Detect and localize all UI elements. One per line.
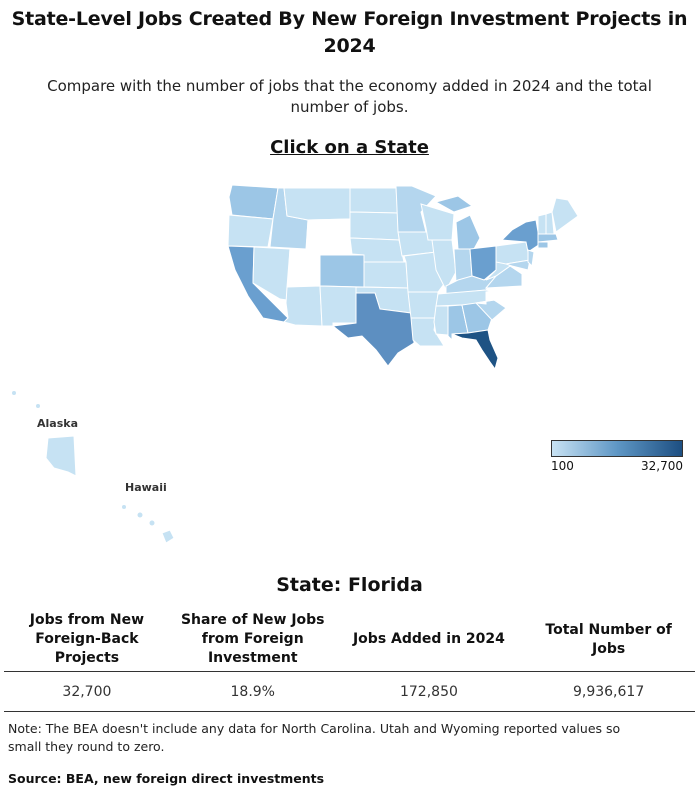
- value-total-jobs: 9,936,617: [522, 671, 695, 712]
- alaska-island: [36, 404, 40, 408]
- state-new-hampshire[interactable]: [545, 211, 555, 235]
- header-jobs-added: Jobs Added in 2024: [335, 608, 523, 672]
- state-wyoming[interactable]: [305, 218, 353, 256]
- alaska-island: [12, 391, 16, 395]
- state-montana[interactable]: [283, 187, 351, 221]
- state-arizona[interactable]: [283, 285, 323, 327]
- state-north-carolina[interactable]: [475, 285, 523, 307]
- state-north-dakota[interactable]: [349, 187, 399, 214]
- alaska-label: Alaska: [37, 417, 78, 430]
- hawaii-island: [137, 512, 143, 518]
- state-ohio[interactable]: [469, 245, 497, 281]
- state-connecticut[interactable]: [537, 241, 549, 249]
- state-michigan[interactable]: [455, 214, 481, 250]
- click-on-state-link[interactable]: Click on a State: [270, 137, 429, 158]
- color-legend: 100 32,700: [551, 440, 683, 473]
- state-mississippi[interactable]: [433, 305, 449, 336]
- state-alaska[interactable]: [45, 435, 77, 477]
- state-maine[interactable]: [551, 197, 579, 233]
- state-illinois[interactable]: [431, 239, 457, 292]
- state-arkansas[interactable]: [407, 291, 439, 319]
- header-foreign-jobs: Jobs from New Foreign-Back Projects: [4, 608, 170, 672]
- table-row: 32,700 18.9% 172,850 9,936,617: [4, 671, 695, 712]
- state-washington[interactable]: [228, 184, 279, 220]
- state-hawaii[interactable]: [161, 529, 175, 544]
- state-florida[interactable]: [451, 329, 499, 371]
- state-new-jersey[interactable]: [527, 249, 535, 268]
- header-total-jobs: Total Number of Jobs: [522, 608, 695, 672]
- state-colorado[interactable]: [319, 254, 365, 288]
- state-massachusetts[interactable]: [537, 233, 559, 243]
- hawaii-label: Hawaii: [125, 481, 167, 494]
- value-foreign-jobs: 32,700: [4, 671, 170, 712]
- state-michigan-upper[interactable]: [434, 195, 474, 213]
- source-line: Source: BEA, new foreign direct investme…: [8, 771, 325, 786]
- footnote: Note: The BEA doesn't include any data f…: [8, 721, 621, 754]
- state-maryland[interactable]: [505, 259, 531, 271]
- state-vermont[interactable]: [537, 213, 547, 235]
- hawaii-island: [122, 505, 126, 509]
- hawaii-island: [149, 520, 155, 526]
- state-texas[interactable]: [331, 292, 415, 367]
- legend-gradient: [551, 440, 683, 457]
- state-kansas[interactable]: [363, 261, 409, 289]
- state-utah[interactable]: [286, 248, 321, 288]
- value-jobs-added: 172,850: [335, 671, 523, 712]
- state-virginia[interactable]: [484, 265, 523, 289]
- chart-title: State-Level Jobs Created By New Foreign …: [11, 8, 688, 57]
- selected-state-heading: State: Florida: [276, 574, 423, 596]
- state-oregon[interactable]: [227, 214, 274, 248]
- us-choropleth-map: Alaska Hawaii: [12, 184, 579, 544]
- state-stats-table: Jobs from New Foreign-Back Projects Shar…: [4, 608, 695, 712]
- legend-max-label: 32,700: [641, 459, 683, 473]
- state-south-dakota[interactable]: [349, 211, 400, 241]
- chart-subtitle: Compare with the number of jobs that the…: [47, 77, 652, 116]
- state-new-mexico[interactable]: [319, 285, 357, 327]
- state-georgia[interactable]: [461, 302, 493, 334]
- state-nevada[interactable]: [252, 246, 291, 301]
- header-share: Share of New Jobs from Foreign Investmen…: [169, 608, 336, 672]
- value-share: 18.9%: [169, 671, 336, 712]
- legend-min-label: 100: [551, 459, 574, 473]
